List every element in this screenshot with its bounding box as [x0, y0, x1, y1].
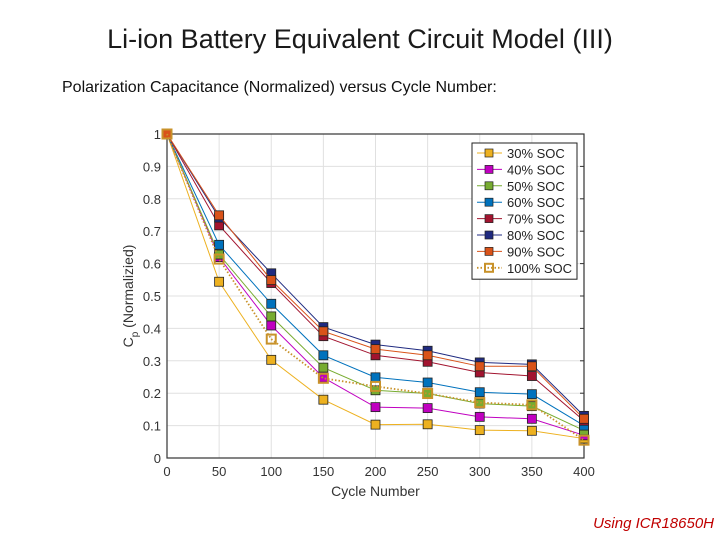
data-point [370, 419, 381, 430]
data-point [422, 388, 434, 400]
x-tick-label: 300 [469, 464, 491, 479]
legend-marker [484, 262, 494, 273]
y-tick-label: 0.3 [143, 354, 161, 369]
data-point [579, 413, 589, 424]
legend-entry: 90% SOC [507, 244, 565, 259]
data-point [422, 350, 433, 361]
y-tick-label: 0.2 [143, 386, 161, 401]
y-tick-label: 0.5 [143, 289, 161, 304]
data-point [526, 399, 538, 411]
data-point [370, 344, 381, 355]
data-point [370, 372, 381, 383]
data-point [526, 413, 537, 424]
y-tick-label: 0.8 [143, 192, 161, 207]
data-point [474, 361, 485, 372]
data-point [266, 354, 277, 365]
footer-note: Using ICR18650H [593, 515, 714, 532]
data-point [266, 275, 277, 286]
y-tick-label: 0.7 [143, 224, 161, 239]
y-axis-label: Cp (Normalizied) [120, 245, 141, 348]
data-point [214, 239, 225, 250]
data-point [526, 361, 537, 372]
slide-subtitle: Polarization Capacitance (Normalized) ve… [62, 79, 497, 96]
data-point [318, 394, 329, 405]
y-tick-label: 0.6 [143, 257, 161, 272]
data-point [265, 333, 277, 345]
data-point [526, 389, 537, 400]
data-point [474, 411, 485, 422]
legend-entry: 40% SOC [507, 162, 565, 177]
x-tick-label: 250 [417, 464, 439, 479]
data-point [318, 326, 329, 337]
legend-entry: 100% SOC [507, 261, 572, 276]
x-tick-label: 100 [260, 464, 282, 479]
data-point [526, 371, 537, 381]
data-point [474, 397, 486, 409]
data-point [474, 387, 485, 398]
y-tick-label: 1 [154, 127, 161, 142]
y-tick-label: 0.1 [143, 419, 161, 434]
x-tick-label: 150 [313, 464, 335, 479]
legend-entry: 30% SOC [507, 146, 565, 161]
data-point [214, 276, 225, 287]
data-point [214, 210, 225, 221]
data-point [422, 388, 433, 399]
y-tick-label: 0.4 [143, 321, 161, 336]
x-axis-label: Cycle Number [331, 483, 420, 499]
x-tick-label: 400 [573, 464, 595, 479]
legend-marker [484, 247, 494, 256]
data-point [266, 320, 277, 331]
data-point [474, 425, 485, 436]
data-point [213, 253, 225, 265]
data-point [370, 380, 381, 392]
data-point [422, 403, 433, 414]
data-point [317, 372, 329, 384]
data-point [422, 377, 433, 388]
data-point [266, 311, 277, 322]
x-tick-label: 350 [521, 464, 543, 479]
data-point [318, 350, 329, 361]
legend-entry: 60% SOC [507, 195, 565, 210]
data-point [526, 425, 537, 436]
data-point [266, 298, 277, 309]
legend-entry: 80% SOC [507, 228, 565, 243]
slide-title: Li-ion Battery Equivalent Circuit Model … [107, 24, 613, 54]
x-tick-label: 200 [365, 464, 387, 479]
y-tick-label: 0 [154, 451, 161, 466]
x-tick-label: 0 [163, 464, 170, 479]
data-point [318, 362, 329, 373]
legend-entry: 70% SOC [507, 212, 565, 227]
data-point [578, 434, 590, 446]
data-point [161, 128, 173, 140]
plot-frame [166, 133, 585, 459]
legend-marker [484, 230, 494, 240]
legend-marker [484, 214, 494, 223]
legend-marker [484, 165, 494, 174]
legend-marker [484, 148, 494, 158]
legend-marker [484, 197, 494, 207]
data-point [422, 419, 433, 430]
x-tick-label: 50 [212, 464, 226, 479]
legend-entry: 50% SOC [507, 179, 565, 194]
data-point [370, 402, 381, 413]
y-tick-label: 0.9 [143, 159, 161, 174]
legend-marker [484, 181, 494, 191]
